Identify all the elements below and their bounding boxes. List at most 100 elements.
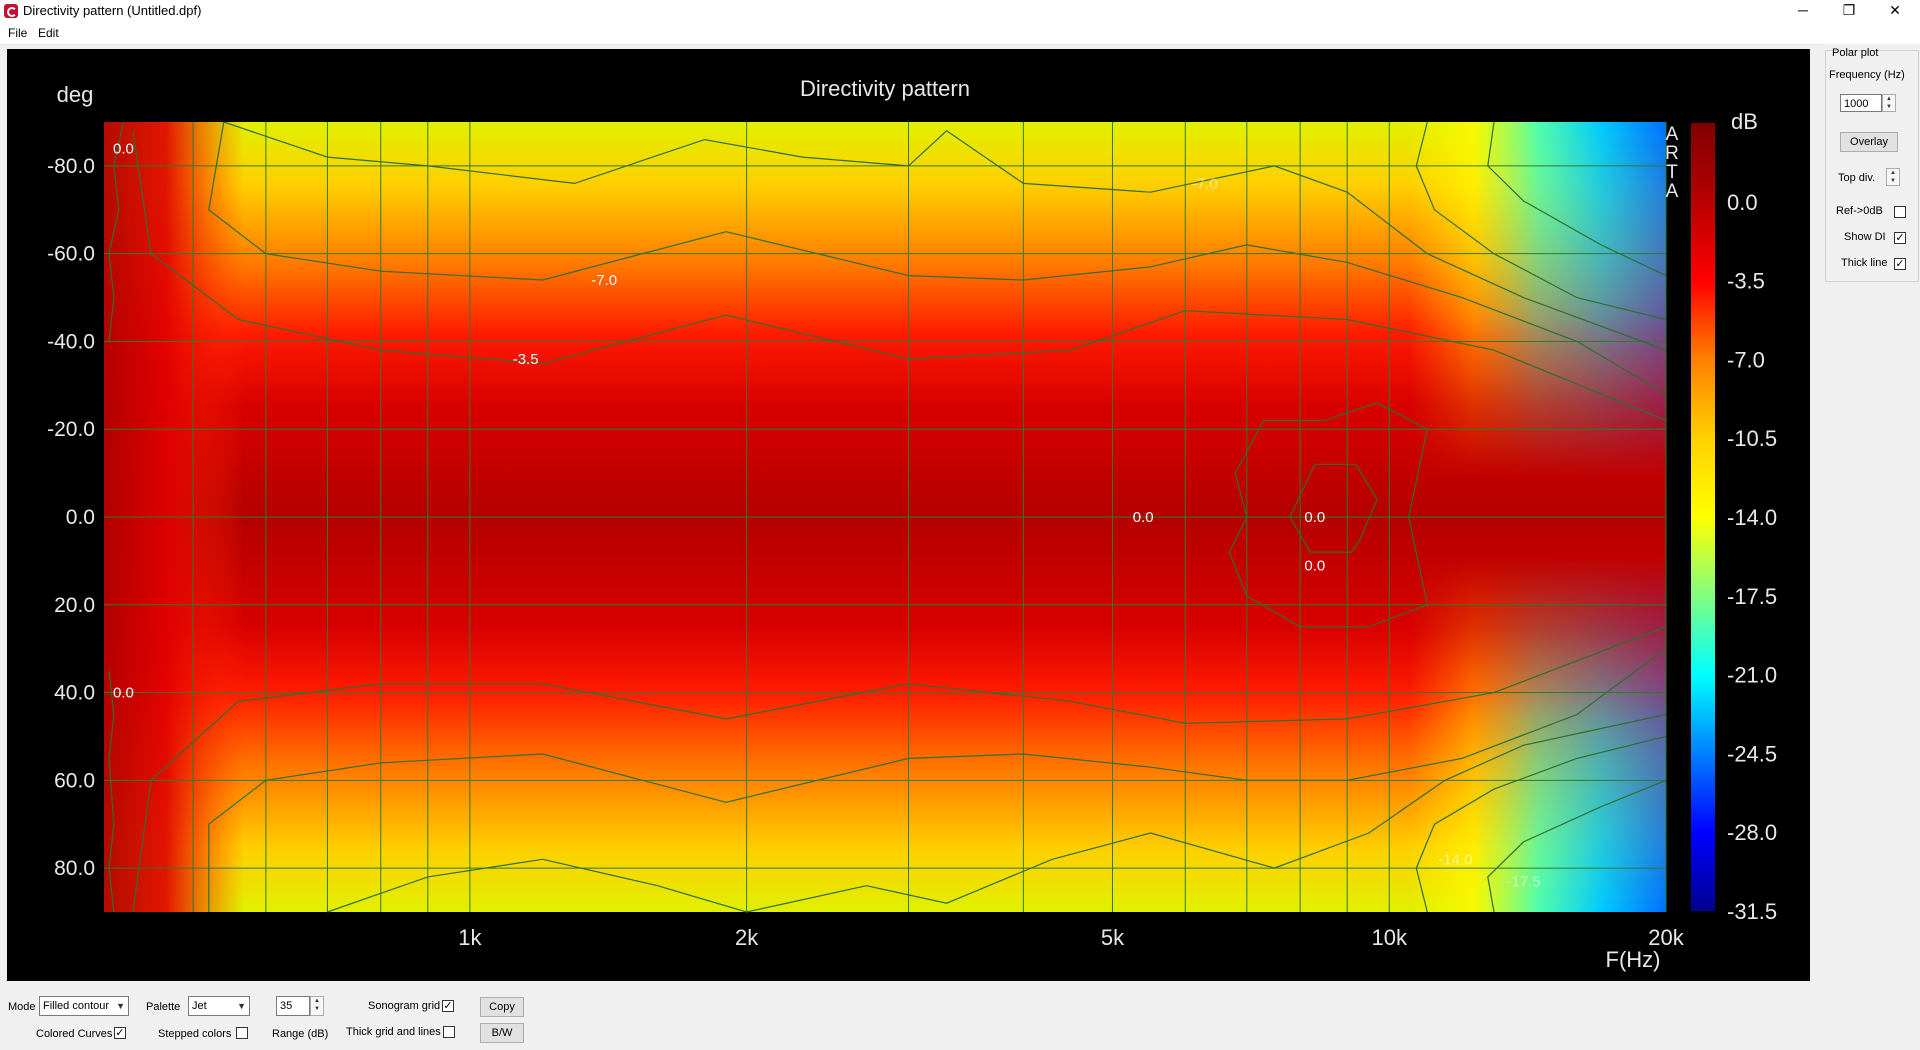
thick-grid-checkbox[interactable]	[443, 1026, 455, 1038]
colorbar-tick-label: -10.5	[1727, 426, 1777, 451]
colorbar-tick-label: -21.0	[1727, 663, 1777, 688]
stepped-colors-checkbox[interactable]	[236, 1027, 248, 1039]
thick-line-label: Thick line	[1841, 257, 1888, 269]
contour-line	[327, 713, 1667, 913]
chart-title: Directivity pattern	[800, 76, 970, 101]
y-tick-label: -60.0	[47, 243, 95, 266]
contour-line	[1289, 463, 1378, 553]
frequency-spinner[interactable]: ▲ ▼	[1882, 94, 1896, 112]
contour-label: 0.0	[1133, 509, 1154, 526]
colored-curves-checkbox[interactable]: ✓	[114, 1027, 126, 1039]
minimize-button[interactable]: ─	[1798, 2, 1808, 18]
contour-line	[208, 648, 1667, 912]
show-di-label: Show DI	[1844, 231, 1886, 243]
colorbar-tick-label: -14.0	[1727, 505, 1777, 530]
y-tick-label: -40.0	[47, 330, 95, 353]
mode-select[interactable]: Filled contour ▼	[39, 996, 129, 1016]
overlay-button[interactable]: Overlay	[1840, 132, 1898, 152]
polar-plot-panel: Polar plot Frequency (Hz) 1000 ▲ ▼ Overla…	[1824, 44, 1920, 284]
contour-line	[1228, 402, 1428, 628]
polar-plot-group	[1825, 50, 1919, 282]
watermark-letter: R	[1665, 143, 1679, 164]
y-tick-label: 60.0	[54, 769, 95, 792]
colorbar-tick-label: 0.0	[1727, 190, 1758, 215]
directivity-chart-svg: 0.0 -7.0 -3.5 0.0 0.0 0.0 0.0 -7.0 -14.0 -17.5 Dir…	[47, 76, 1777, 972]
directivity-plot[interactable]: 0.0 -7.0 -3.5 0.0 0.0 0.0 0.0 -7.0 -14.0 -17.5 Dir…	[7, 49, 1810, 981]
contour-line	[1415, 121, 1667, 321]
range-spinner[interactable]: ▲ ▼	[310, 996, 324, 1016]
colorbar	[1691, 123, 1715, 911]
top-div-label: Top div.	[1838, 172, 1876, 184]
x-tick-label: 10k	[1371, 925, 1407, 950]
y-tick-label: 40.0	[54, 682, 95, 705]
colorbar-tick-label: -31.5	[1727, 899, 1777, 924]
x-tick-label: 2k	[735, 925, 759, 950]
colorbar-tick-label: -24.5	[1727, 741, 1777, 766]
colorbar-tick-label: -3.5	[1727, 269, 1765, 294]
maximize-button[interactable]: ❐	[1842, 2, 1856, 18]
contour-line	[1487, 121, 1667, 277]
contour-line	[132, 626, 1667, 913]
spin-down-icon[interactable]: ▼	[314, 1006, 320, 1012]
range-input[interactable]: 35	[276, 996, 310, 1016]
chevron-down-icon: ▼	[116, 1001, 125, 1011]
spin-down-icon[interactable]: ▼	[1890, 178, 1896, 184]
contour-label: -3.5	[513, 351, 539, 368]
app-icon	[4, 4, 18, 18]
contour-line	[108, 121, 125, 342]
colorbar-tick-label: -7.0	[1727, 347, 1765, 372]
copy-button[interactable]: Copy	[480, 997, 524, 1017]
contour-line	[132, 130, 1667, 421]
spin-down-icon[interactable]: ▼	[1886, 104, 1892, 110]
top-div-spinner[interactable]: ▲ ▼	[1886, 168, 1900, 186]
show-di-checkbox[interactable]: ✓	[1894, 232, 1906, 244]
palette-select[interactable]: Jet ▼	[188, 996, 250, 1016]
watermark-letter: T	[1666, 162, 1678, 183]
colored-curves-label: Colored Curves	[36, 1028, 113, 1040]
thick-grid-label: Thick grid and lines	[346, 1026, 441, 1038]
contour-label: 0.0	[113, 685, 134, 702]
mode-label: Mode	[8, 1001, 36, 1013]
contour-label: -17.5	[1506, 873, 1540, 890]
spin-up-icon[interactable]: ▲	[314, 998, 320, 1004]
chevron-down-icon: ▼	[237, 1001, 246, 1011]
contour-label: -7.0	[1192, 175, 1218, 192]
menu-file[interactable]: File	[8, 26, 28, 40]
watermark-letter: A	[1666, 124, 1679, 145]
spin-up-icon[interactable]: ▲	[1890, 170, 1896, 176]
colorbar-tick-label: -17.5	[1727, 584, 1777, 609]
contour-label: -14.0	[1438, 851, 1472, 868]
colorbar-tick-label: -28.0	[1727, 820, 1777, 845]
contour-line	[1415, 735, 1667, 913]
stepped-colors-label: Stepped colors	[158, 1028, 232, 1040]
sonogram-grid-checkbox[interactable]: ✓	[442, 1000, 454, 1012]
contour-label: -7.0	[591, 272, 617, 289]
contour-line	[108, 670, 115, 913]
watermark-letter: A	[1666, 181, 1679, 202]
x-tick-label: 1k	[458, 925, 482, 950]
menu-edit[interactable]: Edit	[38, 26, 59, 40]
colorbar-unit-label: dB	[1731, 109, 1758, 134]
y-tick-label: 0.0	[66, 506, 95, 529]
contour-line	[1487, 779, 1667, 913]
thick-line-checkbox[interactable]: ✓	[1894, 258, 1906, 270]
contour-label: 0.0	[1304, 557, 1325, 574]
palette-value: Jet	[192, 1000, 207, 1012]
contour-line	[208, 121, 1667, 395]
x-axis-label: F(Hz)	[1606, 947, 1661, 972]
close-button[interactable]: ✕	[1889, 2, 1901, 18]
contour-line	[223, 121, 1667, 351]
frequency-input[interactable]: 1000	[1840, 94, 1882, 112]
y-tick-label: -80.0	[47, 155, 95, 178]
window-title: Directivity pattern (Untitled.dpf)	[23, 3, 202, 18]
bw-button[interactable]: B/W	[480, 1023, 524, 1043]
range-label: Range (dB)	[272, 1028, 329, 1040]
y-tick-label: -20.0	[47, 418, 95, 441]
sonogram-grid-label: Sonogram grid	[368, 1000, 441, 1012]
frequency-label: Frequency (Hz)	[1829, 69, 1905, 81]
y-tick-label: 20.0	[54, 594, 95, 617]
spin-up-icon[interactable]: ▲	[1886, 96, 1892, 102]
ref-0db-checkbox[interactable]	[1894, 206, 1906, 218]
title-bar: Directivity pattern (Untitled.dpf) ─ ❐ ✕	[0, 0, 1920, 22]
palette-label: Palette	[146, 1001, 181, 1013]
